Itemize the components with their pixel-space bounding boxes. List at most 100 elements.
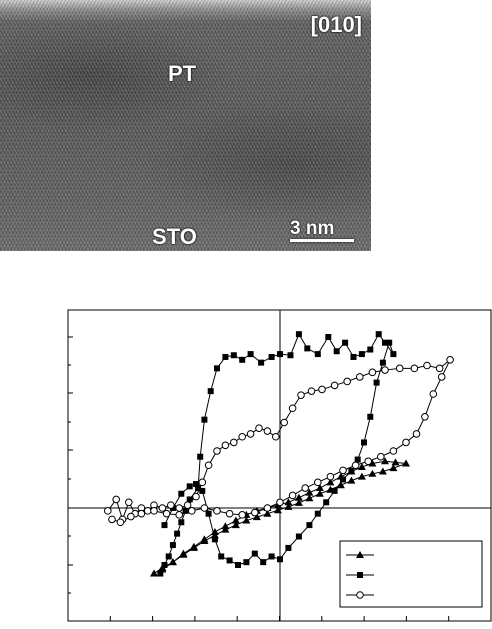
series-square-point xyxy=(197,453,204,460)
substrate-label: STO xyxy=(152,224,197,249)
series-square-point xyxy=(382,339,388,346)
series-square-point xyxy=(285,544,292,551)
legend-marker-square xyxy=(357,572,363,578)
series-triangle-point xyxy=(252,513,261,521)
series-circle-point xyxy=(143,507,152,515)
series-triangle-point xyxy=(336,481,345,489)
zone-axis-label: [010] xyxy=(310,12,362,37)
series-square-point xyxy=(235,562,241,568)
series-circle-point xyxy=(188,507,196,515)
series-triangle-point xyxy=(273,506,282,514)
series-square-point xyxy=(193,481,199,488)
series-circle-point xyxy=(238,511,246,519)
series-square-point xyxy=(367,413,374,420)
series-circle-point xyxy=(368,368,377,377)
series-circle-point xyxy=(356,373,364,381)
series-square-point xyxy=(169,542,176,549)
series-square-point xyxy=(182,507,189,514)
series-circle-point xyxy=(381,366,389,374)
series-circle-point xyxy=(339,466,347,475)
series-circle-point xyxy=(158,504,167,512)
series-triangle-point xyxy=(242,516,251,524)
series-circle-line xyxy=(107,359,451,523)
series-circle-point xyxy=(263,427,272,435)
series-triangle-point xyxy=(168,558,177,566)
series-circle-point xyxy=(230,438,238,447)
series-square-point xyxy=(207,388,214,395)
series-triangle-point xyxy=(305,488,314,496)
legend-box xyxy=(339,540,483,608)
series-square-point xyxy=(390,351,397,358)
series-square-point xyxy=(314,510,321,517)
series-circle-point xyxy=(175,511,183,519)
series-circle-point xyxy=(263,504,272,512)
series-circle-point xyxy=(314,478,322,487)
series-triangle-point xyxy=(284,498,293,506)
legend-marker-triangle xyxy=(356,551,364,558)
series-square-point xyxy=(251,550,258,557)
series-triangle-point xyxy=(357,462,366,470)
scale-bar xyxy=(290,239,354,242)
series-circle-point xyxy=(410,364,419,373)
series-circle-point xyxy=(437,373,446,381)
series-circle-point xyxy=(272,432,280,441)
series-circle-point xyxy=(377,452,385,461)
series-square-point xyxy=(304,345,311,352)
series-triangle-point xyxy=(200,537,209,545)
series-circle-point xyxy=(112,495,120,504)
series-square-point xyxy=(348,467,355,474)
series-square-point xyxy=(277,556,283,563)
series-circle-point xyxy=(421,413,429,421)
series-square-point xyxy=(165,553,172,560)
series-circle-point xyxy=(213,507,221,515)
series-circle-point xyxy=(116,518,125,527)
series-square-point xyxy=(186,483,193,490)
series-square-point xyxy=(379,359,386,366)
series-square-point xyxy=(358,351,365,358)
series-square-point xyxy=(386,339,393,346)
series-circle-point xyxy=(446,356,454,364)
series-square-point xyxy=(222,353,229,360)
series-circle-point xyxy=(402,438,410,447)
series-triangle-point xyxy=(391,458,400,466)
series-square-point xyxy=(243,559,250,566)
series-square-point xyxy=(211,536,218,543)
series-square-point xyxy=(186,496,193,503)
series-square-point xyxy=(195,485,202,492)
series-square-point xyxy=(331,487,338,494)
series-square-point xyxy=(178,490,185,497)
series-triangle-point xyxy=(389,464,398,472)
series-triangle-point xyxy=(368,459,377,467)
series-circle-point xyxy=(330,381,339,390)
series-square-point xyxy=(342,339,349,346)
series-circle-point xyxy=(167,501,175,509)
series-circle-point xyxy=(192,492,200,501)
series-triangle-point xyxy=(347,476,356,484)
series-square-point xyxy=(340,476,346,483)
series-circle-point xyxy=(183,501,192,509)
series-triangle-point xyxy=(368,469,377,477)
series-square-point xyxy=(268,553,275,560)
legend-marker-circle xyxy=(356,591,364,599)
series-circle-point xyxy=(127,512,135,521)
series-circle-point xyxy=(251,508,259,517)
series-square-point xyxy=(367,346,374,353)
series-triangle-point xyxy=(315,489,324,497)
series-circle-point xyxy=(429,390,438,398)
series-circle-point xyxy=(221,441,230,450)
series-triangle-point xyxy=(263,509,272,517)
scale-bar-label: 3 nm xyxy=(290,218,335,239)
series-triangle-point xyxy=(315,484,324,492)
series-square-point xyxy=(230,352,237,359)
series-square-point xyxy=(258,359,265,366)
series-square-point xyxy=(306,522,313,529)
series-square-point xyxy=(174,530,181,537)
series-circle-point xyxy=(301,484,310,492)
series-triangle-point xyxy=(284,502,293,510)
series-triangle-point xyxy=(221,525,230,533)
series-circle-point xyxy=(137,509,146,518)
series-circle-point xyxy=(104,507,112,515)
series-square-point xyxy=(325,334,332,340)
series-square-point xyxy=(161,522,168,529)
series-square-point xyxy=(214,365,220,372)
